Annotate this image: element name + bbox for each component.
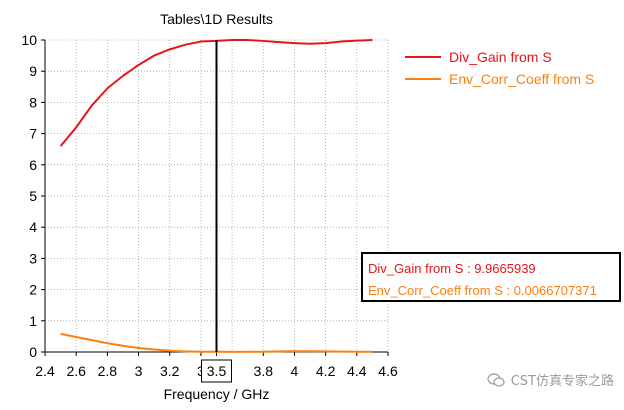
legend-label-0: Div_Gain from S: [449, 49, 552, 65]
watermark: CST仿真专家之路: [487, 370, 614, 389]
x-tick-label: 4.2: [316, 363, 336, 379]
marker-x-label-box: [201, 359, 232, 383]
x-tick-label: 2.6: [66, 363, 86, 379]
x-tick-label: 4.4: [347, 363, 367, 379]
chart-title: Tables\1D Results: [160, 11, 273, 27]
marker-readout-box: [361, 252, 621, 302]
series-line-1: [60, 332, 373, 353]
wechat-icon: [487, 372, 505, 387]
y-tick-label: 8: [29, 94, 37, 110]
x-tick-label: 3: [135, 363, 143, 379]
x-tick-label: 3.2: [160, 363, 180, 379]
marker-x-label: 3.5: [207, 363, 227, 379]
y-tick-label: 9: [29, 63, 37, 79]
y-tick-label: 7: [29, 126, 37, 142]
y-tick-label: 2: [29, 282, 37, 298]
x-tick-label: 4.6: [378, 363, 398, 379]
y-tick-label: 10: [21, 32, 37, 48]
marker-readout-1: Env_Corr_Coeff from S : 0.0066707371: [368, 283, 597, 298]
y-tick-label: 4: [29, 219, 37, 235]
legend-label-1: Env_Corr_Coeff from S: [449, 71, 594, 87]
y-tick-label: 5: [29, 188, 37, 204]
x-tick-label: 4: [291, 363, 299, 379]
x-axis-label: Frequency / GHz: [164, 386, 270, 402]
marker-readout-0: Div_Gain from S : 9.9665939: [368, 261, 536, 276]
y-tick-label: 0: [29, 344, 37, 360]
x-tick-label: 2.8: [98, 363, 118, 379]
x-tick-label: 2.4: [35, 363, 55, 379]
x-tick-label: 3.8: [254, 363, 274, 379]
y-tick-label: 1: [29, 313, 37, 329]
y-tick-label: 3: [29, 250, 37, 266]
watermark-text: CST仿真专家之路: [510, 374, 614, 389]
y-tick-label: 6: [29, 157, 37, 173]
